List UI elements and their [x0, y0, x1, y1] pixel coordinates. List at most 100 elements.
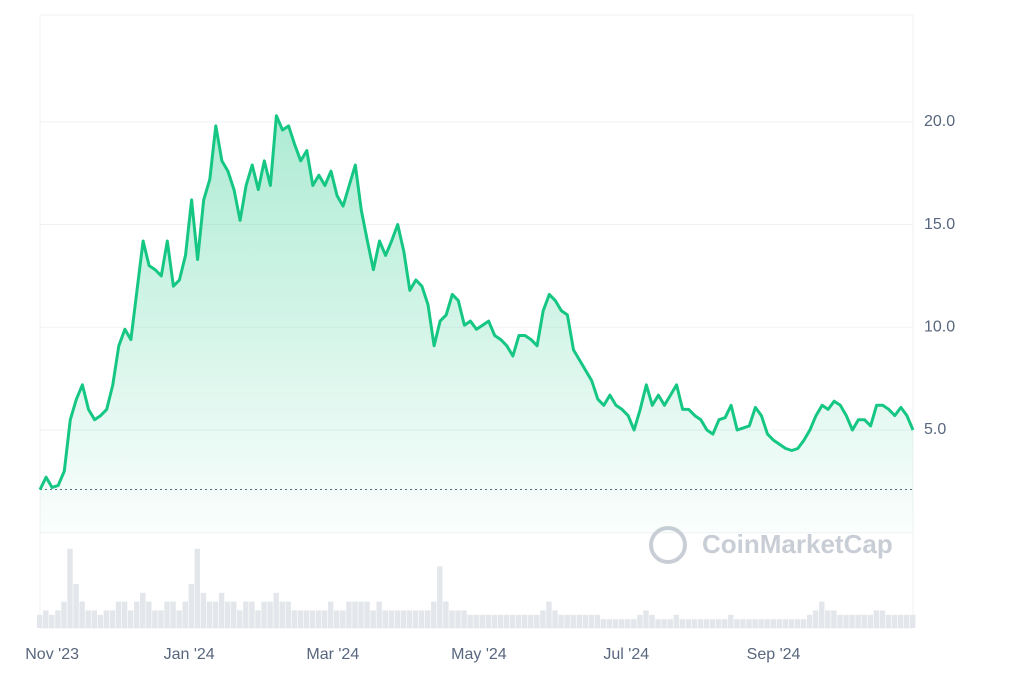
- volume-bar: [334, 610, 340, 628]
- area-fill: [40, 115, 913, 533]
- volume-bar: [297, 610, 304, 628]
- volume-bar: [261, 601, 267, 628]
- volume-bar: [437, 566, 443, 628]
- volume-bar: [758, 619, 764, 628]
- volume-bar: [515, 614, 522, 628]
- volume-bar: [224, 601, 231, 628]
- volume-bar: [691, 619, 698, 628]
- volume-bar: [606, 619, 613, 628]
- volume-bar: [267, 601, 273, 628]
- volume-bar: [291, 610, 298, 628]
- volume-bar: [315, 610, 322, 628]
- volume-bar: [618, 619, 625, 628]
- y-tick-label: 20.0: [924, 113, 955, 130]
- volume-bar: [103, 610, 110, 628]
- volume-bar: [788, 619, 795, 628]
- volume-bar: [431, 601, 437, 628]
- volume-bar: [576, 614, 582, 628]
- volume-bar: [909, 614, 916, 628]
- volume-bar: [273, 592, 279, 628]
- volume-bar: [303, 610, 310, 628]
- x-tick-label: Jul '24: [603, 646, 649, 663]
- y-tick-label: 15.0: [924, 216, 955, 233]
- volume-bar: [406, 610, 413, 628]
- volume-bar: [649, 614, 655, 628]
- volume-bar: [170, 601, 176, 628]
- volume-bar: [825, 610, 831, 628]
- volume-bar: [528, 614, 534, 628]
- volume-bar: [243, 601, 249, 628]
- volume-bar: [497, 614, 504, 628]
- volume-bar: [394, 610, 401, 628]
- volume-bar: [309, 610, 316, 628]
- volume-bar: [85, 610, 91, 628]
- volume-bar: [321, 610, 328, 628]
- volume-bar: [558, 614, 564, 628]
- volume-bar: [146, 601, 152, 628]
- volume-bar: [679, 619, 686, 628]
- volume-bar: [673, 614, 679, 628]
- volume-bar: [534, 614, 540, 628]
- volume-bar: [570, 614, 576, 628]
- volume-bar: [152, 610, 158, 628]
- volume-bar: [594, 614, 601, 628]
- volume-bar: [388, 610, 395, 628]
- volume-bar: [703, 619, 710, 628]
- volume-bar: [479, 614, 485, 628]
- volume-bar: [897, 614, 904, 628]
- volume-bar: [734, 619, 740, 628]
- volume-bar: [637, 614, 643, 628]
- x-tick-label: Jan '24: [164, 646, 215, 663]
- volume-bar: [625, 619, 631, 628]
- volume-bar: [176, 610, 182, 628]
- volume-bar: [782, 619, 789, 628]
- volume-bar: [582, 614, 589, 628]
- volume-bar: [631, 619, 637, 628]
- volume-bar: [346, 601, 352, 628]
- volume-bar: [352, 601, 358, 628]
- volume-bar: [800, 619, 807, 628]
- volume-bar: [776, 619, 783, 628]
- volume-bar: [540, 610, 546, 628]
- volume-bar: [794, 619, 801, 628]
- volume-bar: [97, 614, 104, 628]
- volume-bar: [485, 614, 492, 628]
- volume-bar: [715, 619, 722, 628]
- volume-bar: [358, 601, 364, 628]
- volume-bar: [564, 614, 570, 628]
- volume-bar: [194, 548, 201, 628]
- volume-bar: [382, 610, 388, 628]
- volume-bar: [697, 619, 704, 628]
- volume-bar: [600, 619, 607, 628]
- volume-bar: [655, 619, 661, 628]
- volume-bar: [449, 610, 455, 628]
- volume-bar: [891, 614, 898, 628]
- volume-bar: [831, 610, 837, 628]
- x-tick-label: Nov '23: [25, 646, 79, 663]
- volume-bar: [255, 610, 261, 628]
- volume-bar: [491, 614, 498, 628]
- volume-bar: [200, 592, 207, 628]
- volume-bar: [206, 601, 213, 628]
- price-line: [38, 114, 915, 491]
- volume-bar: [879, 610, 886, 628]
- volume-bar: [552, 610, 558, 628]
- x-tick-label: Mar '24: [306, 646, 359, 663]
- volume-bar: [418, 610, 425, 628]
- volume-bar: [376, 601, 382, 628]
- volume-bar: [643, 610, 649, 628]
- volume-bar: [461, 610, 467, 628]
- volume-bar: [61, 601, 67, 628]
- volume-bar: [279, 601, 285, 628]
- x-tick-label: Sep '24: [747, 646, 801, 663]
- volume-bar: [249, 601, 255, 628]
- volume-bar: [230, 601, 237, 628]
- volume-bar: [861, 614, 867, 628]
- volume-bar: [121, 601, 128, 628]
- volume-bar: [158, 610, 164, 628]
- volume-bar: [806, 614, 813, 628]
- volume-bar: [873, 610, 880, 628]
- volume-bar: [218, 592, 225, 628]
- volume-bar: [115, 601, 122, 628]
- volume-bar: [424, 610, 431, 628]
